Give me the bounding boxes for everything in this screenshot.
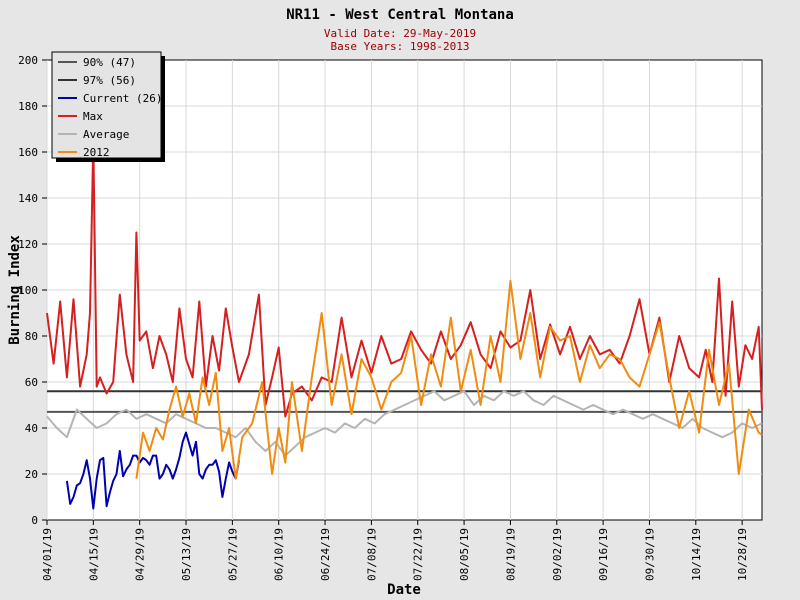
y-tick-label: 180 bbox=[18, 100, 38, 113]
x-tick-label: 06/10/19 bbox=[273, 528, 286, 581]
x-tick-label: 08/05/19 bbox=[458, 528, 471, 581]
y-tick-label: 120 bbox=[18, 238, 38, 251]
x-tick-label: 05/13/19 bbox=[180, 528, 193, 581]
x-tick-label: 04/15/19 bbox=[87, 528, 100, 581]
y-tick-labels: 0 20 40 60 80 100 120 140 160 180 200 bbox=[18, 54, 47, 527]
y-tick-label: 0 bbox=[31, 514, 38, 527]
legend-label: Max bbox=[83, 110, 103, 123]
x-tick-label: 07/22/19 bbox=[412, 528, 425, 581]
series-line bbox=[135, 279, 763, 480]
x-tick-label: 04/01/19 bbox=[41, 528, 54, 581]
x-tick-label: 04/29/19 bbox=[134, 528, 147, 581]
y-axis-label: Burning Index bbox=[7, 235, 23, 345]
x-tick-label: 08/19/19 bbox=[504, 528, 517, 581]
chart-subtitle-valid-date: Valid Date: 29-May-2019 bbox=[324, 27, 476, 40]
x-tick-label: 09/16/19 bbox=[597, 528, 610, 581]
y-tick-label: 20 bbox=[25, 468, 38, 481]
y-tick-label: 200 bbox=[18, 54, 38, 67]
x-tick-label: 05/27/19 bbox=[226, 528, 239, 581]
x-tick-label: 07/08/19 bbox=[365, 528, 378, 581]
legend-label: Current (26) bbox=[83, 92, 162, 105]
y-tick-label: 40 bbox=[25, 422, 38, 435]
x-tick-label: 10/28/19 bbox=[736, 528, 749, 581]
legend-label: 2012 bbox=[83, 146, 110, 159]
legend-label: 97% (56) bbox=[83, 74, 136, 87]
y-tick-label: 80 bbox=[25, 330, 38, 343]
x-axis-label: Date bbox=[387, 582, 421, 598]
x-tick-label: 10/14/19 bbox=[690, 528, 703, 581]
series-lines bbox=[46, 139, 763, 510]
legend-label: 90% (47) bbox=[83, 56, 136, 69]
legend-box bbox=[51, 51, 162, 159]
y-tick-label: 60 bbox=[25, 376, 38, 389]
y-tick-label: 140 bbox=[18, 192, 38, 205]
x-tick-label: 06/24/19 bbox=[319, 528, 332, 581]
chart-subtitle-base-years: Base Years: 1998-2013 bbox=[330, 40, 469, 53]
chart-title: NR11 - West Central Montana bbox=[286, 7, 514, 23]
x-tick-label: 09/30/19 bbox=[643, 528, 656, 581]
x-tick-label: 09/02/19 bbox=[551, 528, 564, 581]
reference-lines bbox=[47, 390, 762, 413]
legend: 90% (47) 97% (56) Current (26) Max Average 20… bbox=[51, 51, 165, 162]
y-tick-label: 160 bbox=[18, 146, 38, 159]
x-tick-labels: 04/01/19 04/15/19 04/29/19 05/13/19 05/27/19… bbox=[41, 520, 749, 581]
legend-label: Average bbox=[83, 128, 129, 141]
series-line bbox=[65, 431, 240, 510]
y-tick-label: 100 bbox=[18, 284, 38, 297]
